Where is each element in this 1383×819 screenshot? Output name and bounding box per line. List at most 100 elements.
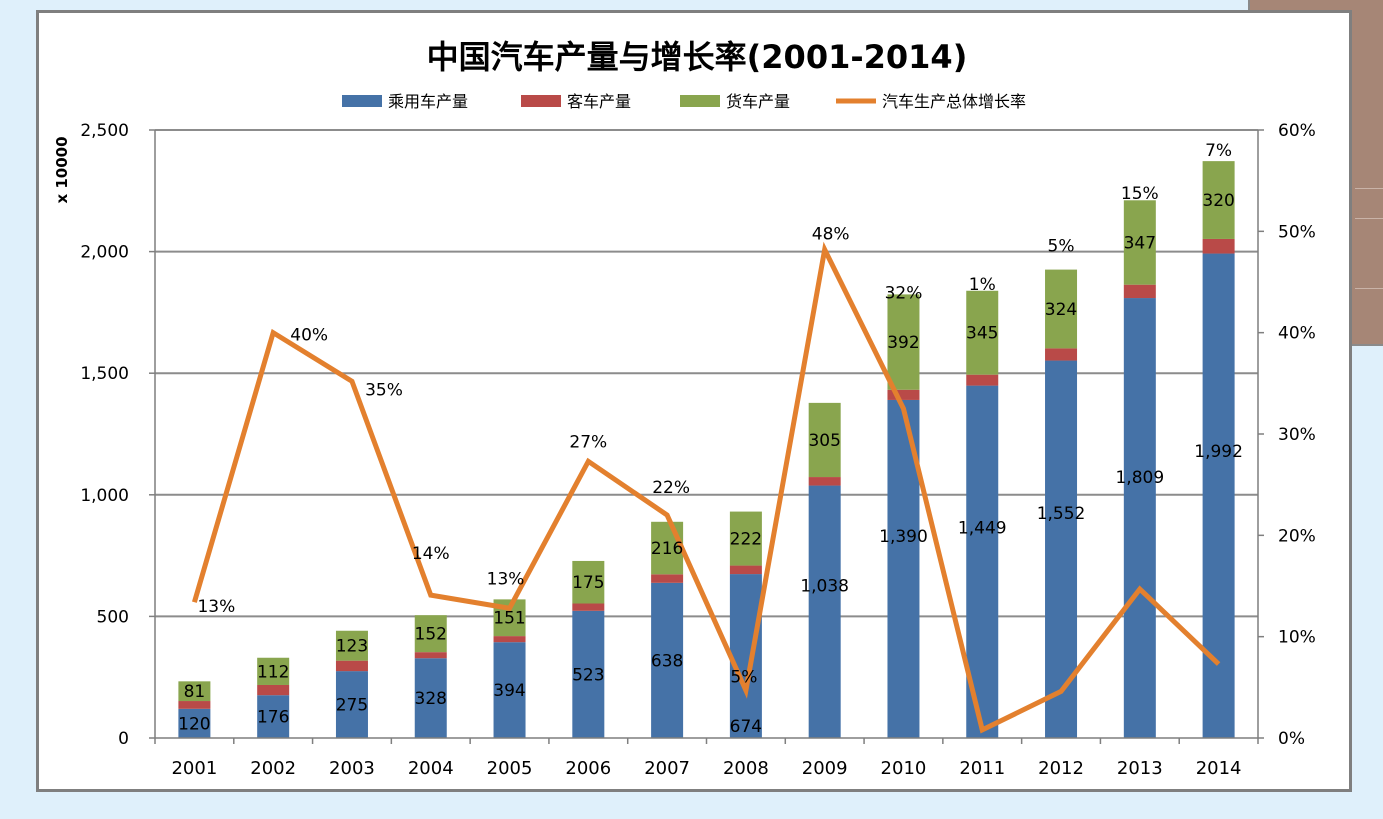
bar-1-13 [1202,238,1235,254]
legend-swatch [342,95,382,107]
bar-label: 176 [257,708,289,728]
bar-label: 320 [1202,191,1234,211]
bar-2-6 [651,521,684,575]
line-label: 27% [569,432,607,452]
line-label: 7% [1205,141,1232,161]
y2-tick-label: 50% [1278,222,1316,242]
bar-2-1 [257,657,290,685]
bar-2-0 [178,681,211,702]
y2-tick-label: 20% [1278,526,1316,546]
bar-label: 112 [257,662,289,682]
bar-2-13 [1202,161,1235,239]
bar-1-8 [808,477,841,486]
bar-label: 638 [651,651,683,671]
line-label: 40% [290,326,328,346]
bar-label: 1,038 [800,577,849,597]
bar-1-7 [729,565,762,575]
line-label: 48% [812,225,850,245]
bar-2-12 [1123,200,1156,285]
y-axis-label: x 10000 [53,136,71,203]
bar-0-5 [572,610,605,738]
bar-1-6 [651,574,684,583]
line-label: 1% [969,275,996,295]
gridlines [155,129,1258,618]
bar-label: 1,552 [1037,504,1086,524]
bar-0-8 [808,485,841,738]
bar-label: 151 [493,609,525,629]
bar-1-9 [887,389,920,400]
bar-label: 523 [572,665,604,685]
bar-0-6 [651,582,684,738]
data-labels: 120 81 176 112 275 123 328 152 394 151 523 175 638 21… [178,141,1243,737]
y-tick-label: 1,000 [80,486,129,506]
bar-0-2 [335,671,368,738]
bar-label: 328 [415,689,447,709]
bar-label: 394 [493,681,525,701]
bar-label: 175 [572,573,604,593]
x-tick-label: 2011 [959,758,1005,779]
bar-0-4 [493,642,526,738]
bar-label: 305 [808,431,840,451]
line-label: 32% [885,284,923,304]
x-tick-label: 2009 [802,758,848,779]
y2-tick-label: 40% [1278,324,1316,344]
bar-label: 120 [178,714,210,734]
line-label: 14% [412,544,450,564]
bar-label: 674 [730,717,762,737]
x-tick-label: 2012 [1038,758,1084,779]
line-label: 22% [652,478,690,498]
bar-2-5 [572,560,605,604]
bar-label: 345 [966,324,998,344]
x-tick-label: 2003 [329,758,375,779]
bar-label: 1,449 [958,519,1007,539]
legend-label: 汽车生产总体增长率 [882,92,1026,111]
axes: 0 500 1,000 1,500 2,000 2,500 0% 10% 20% 30% 40% 50… [80,121,1315,779]
bar-0-1 [257,695,290,738]
bar-0-0 [178,708,211,738]
bar-2-10 [966,290,999,375]
bar-0-13 [1202,253,1235,738]
line-label: 13% [197,597,235,617]
y-tick-label: 0 [118,729,129,749]
bar-2-7 [729,511,762,566]
x-tick-label: 2013 [1117,758,1163,779]
bar-label: 1,390 [879,527,928,547]
bar-1-1 [257,684,290,696]
bar-0-7 [729,574,762,738]
x-tick-label: 2014 [1196,758,1242,779]
bar-label: 1,992 [1194,442,1243,462]
line-label: 35% [365,380,403,400]
bar-1-3 [414,652,447,659]
bar-label: 347 [1124,233,1156,253]
y2-tick-label: 0% [1278,729,1305,749]
bar-label: 216 [651,539,683,559]
bar-1-5 [572,603,605,611]
bar-2-3 [414,615,447,653]
bar-label: 324 [1045,300,1077,320]
legend-label: 客车产量 [567,92,631,111]
legend: 乘用车产量 客车产量 货车产量 汽车生产总体增长率 [342,92,1026,111]
bar-2-8 [808,402,841,478]
bar-label: 81 [184,682,206,702]
growth-line-path [191,241,1221,734]
y2-tick-label: 30% [1278,425,1316,445]
bar-label: 152 [415,625,447,645]
x-tick-label: 2002 [250,758,296,779]
bar-label: 275 [336,696,368,716]
x-tick-label: 2007 [644,758,690,779]
x-tick-label: 2010 [881,758,927,779]
bar-1-4 [493,636,526,643]
x-tick-label: 2004 [408,758,454,779]
bar-label: 123 [336,637,368,657]
x-tick-label: 2006 [565,758,611,779]
legend-swatch [521,95,561,107]
bar-0-12 [1123,298,1156,738]
chart-title: 中国汽车产量与增长率(2001-2014) [427,38,968,76]
y-tick-label: 2,500 [80,121,129,141]
legend-swatch [680,95,720,107]
line-label: 5% [1048,236,1075,256]
line-label: 5% [730,667,757,687]
legend-label: 乘用车产量 [388,92,468,111]
line-label: 13% [487,569,525,589]
